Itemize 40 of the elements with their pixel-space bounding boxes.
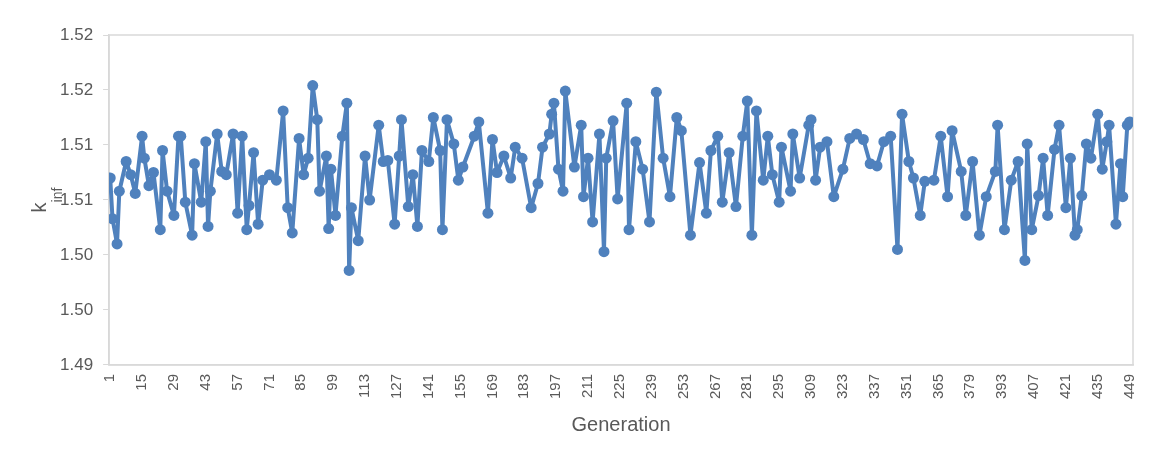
- x-tick-label: 169: [482, 373, 500, 399]
- x-tick-label: 323: [833, 373, 851, 399]
- x-tick-label: 225: [610, 373, 628, 399]
- x-tick-label: 155: [450, 373, 468, 399]
- x-tick-label: 267: [705, 373, 723, 399]
- x-tick-label: 197: [546, 373, 564, 399]
- x-tick-label: 253: [673, 373, 691, 399]
- x-tick-label: 99: [323, 373, 341, 391]
- x-tick-label: 127: [387, 373, 405, 399]
- y-tick-label: 1.50: [59, 244, 94, 264]
- x-tick-label: 15: [132, 373, 150, 391]
- x-tick-label: 393: [992, 373, 1010, 399]
- x-tick-label: 85: [291, 373, 309, 391]
- x-tick-label: 281: [737, 373, 755, 399]
- x-tick-label: 57: [227, 373, 245, 391]
- x-tick-label: 71: [259, 373, 277, 391]
- x-tick-label: 351: [896, 373, 914, 399]
- x-tick-label: 183: [514, 373, 532, 399]
- x-tick-label: 337: [864, 373, 882, 399]
- y-tick-label: 1.49: [59, 354, 94, 374]
- x-tick-label: 295: [769, 373, 787, 399]
- x-tick-label: 449: [1119, 373, 1137, 399]
- x-tick-label: 113: [355, 373, 373, 398]
- x-axis-title: Generation: [571, 412, 671, 435]
- x-tick-label: 43: [195, 373, 213, 391]
- x-tick-label: 1: [100, 373, 118, 383]
- y-tick-label: 1.52: [59, 79, 94, 99]
- x-tick-label: 435: [1087, 373, 1105, 399]
- x-tick-label: 379: [960, 373, 978, 399]
- x-tick-label: 29: [164, 373, 182, 391]
- x-tick-label: 141: [418, 373, 436, 399]
- x-tick-label: 239: [641, 373, 659, 399]
- y-tick-label: 1.50: [59, 299, 94, 319]
- x-tick-label: 309: [801, 373, 819, 399]
- x-tick-label: 365: [928, 373, 946, 399]
- y-tick-label: 1.51: [59, 134, 94, 154]
- x-tick-label: 421: [1056, 373, 1074, 399]
- x-tick-label: 407: [1024, 373, 1042, 399]
- y-tick-label: 1.52: [59, 24, 94, 44]
- x-tick-label: 211: [578, 373, 596, 398]
